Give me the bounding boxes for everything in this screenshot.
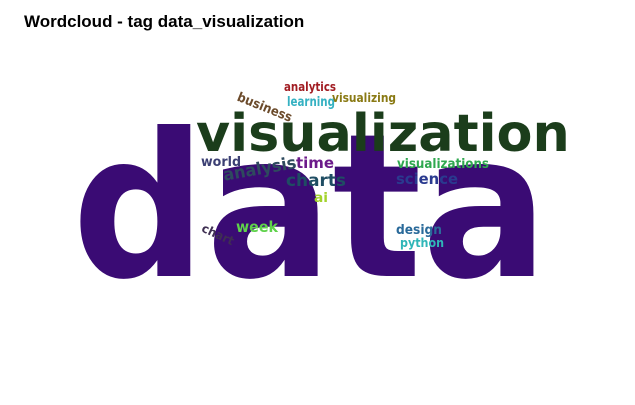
word-visualization: visualization [196, 104, 570, 164]
page-title: Wordcloud - tag data_visualization [24, 12, 305, 31]
word-visualizations: visualizations [397, 157, 490, 172]
word-analytics: analytics [284, 80, 337, 94]
word-time: time [296, 154, 335, 172]
word-data: data [72, 91, 549, 324]
word-python: python [400, 236, 445, 250]
word-world: world [201, 155, 242, 170]
word-learning: learning [287, 95, 335, 110]
word-design: design [396, 223, 443, 238]
word-visualizing: visualizing [332, 91, 397, 105]
word-week: week [236, 218, 278, 236]
word-ai: ai [314, 191, 329, 206]
word-science: science [396, 170, 459, 188]
word-charts: charts [286, 171, 346, 191]
